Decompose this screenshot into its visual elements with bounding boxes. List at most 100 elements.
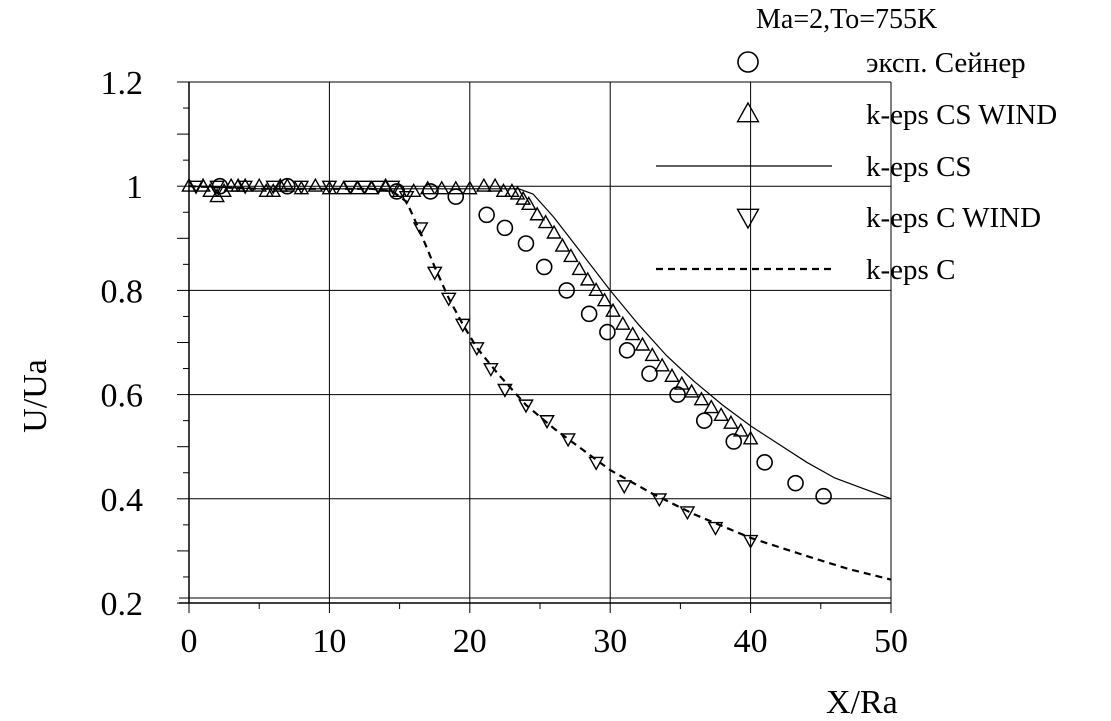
triangle-down-marker xyxy=(483,362,499,377)
triangle-up-marker xyxy=(195,177,211,192)
triangle-up-marker xyxy=(419,180,436,195)
triangle-down-marker xyxy=(679,506,696,521)
triangle-down-marker xyxy=(356,180,373,195)
x-tick-label: 10 xyxy=(312,623,346,660)
circle-marker xyxy=(756,454,773,471)
circle-marker xyxy=(535,258,553,276)
triangle-up-marker xyxy=(588,281,605,296)
triangle-down-marker xyxy=(426,266,443,281)
circle-marker xyxy=(558,282,575,299)
triangle-up-marker xyxy=(644,347,661,362)
y-tick-label: 1.2 xyxy=(101,65,144,102)
triangle-up-marker xyxy=(391,182,408,198)
triangle-up-marker xyxy=(202,182,218,198)
triangle-down-marker xyxy=(707,521,724,536)
triangle-up-marker xyxy=(377,177,394,192)
triangle-up-marker xyxy=(579,271,596,286)
circle-marker xyxy=(496,219,514,237)
triangle-down-marker xyxy=(293,180,310,195)
triangle-down-marker xyxy=(468,342,485,357)
triangle-up-marker xyxy=(433,180,450,195)
series-эксп.-сейнер xyxy=(211,177,832,505)
series-k-eps-cs xyxy=(188,185,892,500)
triangle-down-marker xyxy=(321,180,338,195)
triangle-up-marker xyxy=(520,196,537,211)
triangle-down-marker xyxy=(742,534,759,549)
triangle-up-marker xyxy=(529,206,546,221)
triangle-up-marker xyxy=(673,375,690,390)
triangle-down-marker xyxy=(398,191,415,206)
x-tick-label: 40 xyxy=(734,623,768,660)
triangle-down-marker xyxy=(539,415,555,430)
triangle-up-marker xyxy=(447,180,464,195)
triangle-up-marker xyxy=(703,399,720,414)
triangle-up-marker xyxy=(723,414,739,429)
legend-item: эксп. Сейнер xyxy=(737,47,1026,79)
circle-marker xyxy=(695,412,713,429)
series-layer xyxy=(181,177,892,581)
circle-marker xyxy=(815,487,832,505)
y-tick-label: 0.6 xyxy=(101,378,144,415)
triangle-up-marker xyxy=(461,180,478,195)
triangle-down-marker xyxy=(370,180,387,195)
legend-label: эксп. Сейнер xyxy=(866,47,1026,79)
circle-marker xyxy=(669,386,686,403)
grid xyxy=(189,81,892,604)
triangle-up-marker xyxy=(563,248,579,263)
solid-series-line xyxy=(188,185,892,500)
triangle-up-marker xyxy=(405,182,422,198)
x-axis-label: X/Ra xyxy=(826,684,898,721)
triangle-up-marker xyxy=(487,177,503,192)
triangle-up-marker xyxy=(664,367,680,382)
legend-item: k-eps CS xyxy=(656,151,972,183)
x-tick-label: 20 xyxy=(453,623,487,660)
tick-labels: 0 10 20 30 40 50 0.2 0.4 0.6 0.8 1 1.2 xyxy=(101,65,909,660)
legend: Ma=2,To=755K эксп. Сейнер k-eps CS WIND k-… xyxy=(656,4,1057,286)
series-k-eps-c xyxy=(188,185,892,581)
triangle-up-marker xyxy=(554,237,571,252)
triangle-down-marker xyxy=(342,180,359,195)
triangle-down-marker xyxy=(518,399,534,414)
triangle-down-marker xyxy=(616,480,633,495)
legend-marker-symbol xyxy=(737,51,759,73)
y-tick-label: 1 xyxy=(126,169,143,206)
triangle-up-marker xyxy=(209,188,225,203)
triangle-down-marker xyxy=(560,433,576,448)
triangle-up-marker xyxy=(537,214,554,229)
legend-label: k-eps C WIND xyxy=(866,202,1041,234)
triangle-up-marker xyxy=(216,182,232,198)
triangle-down-marker xyxy=(454,318,471,333)
triangle-up-marker xyxy=(683,383,700,398)
legend-title: Ma=2,To=755K xyxy=(756,4,937,35)
triangle-up-marker xyxy=(546,224,562,239)
triangle-up-marker xyxy=(307,177,324,192)
circle-marker xyxy=(787,474,804,492)
legend-marker-symbol xyxy=(736,101,760,123)
legend-item: k-eps C WIND xyxy=(736,202,1041,234)
legend-item: k-eps CS WIND xyxy=(736,99,1057,131)
x-tick-label: 50 xyxy=(874,623,908,660)
triangle-up-marker xyxy=(279,177,296,192)
circle-marker xyxy=(447,188,465,205)
triangle-down-marker xyxy=(412,222,429,237)
triangle-down-marker xyxy=(440,292,457,307)
triangle-up-marker xyxy=(605,302,621,317)
triangle-up-marker xyxy=(742,430,759,445)
triangle-up-marker xyxy=(693,391,710,406)
triangle-up-marker xyxy=(237,177,254,192)
triangle-up-marker xyxy=(713,407,729,422)
triangle-down-marker xyxy=(651,493,668,508)
triangle-up-marker xyxy=(509,185,526,200)
triangle-down-marker xyxy=(209,180,225,195)
triangle-down-marker xyxy=(384,180,401,195)
triangle-down-marker xyxy=(497,383,513,398)
triangle-down-marker xyxy=(188,180,204,195)
legend-marker-symbol xyxy=(736,208,760,230)
legend-label: k-eps CS WIND xyxy=(866,99,1057,131)
dashed-series-line xyxy=(188,185,892,581)
circle-marker xyxy=(580,305,598,323)
circle-marker xyxy=(517,235,535,252)
x-tick-label: 0 xyxy=(181,623,198,660)
triangle-up-marker xyxy=(614,315,631,330)
